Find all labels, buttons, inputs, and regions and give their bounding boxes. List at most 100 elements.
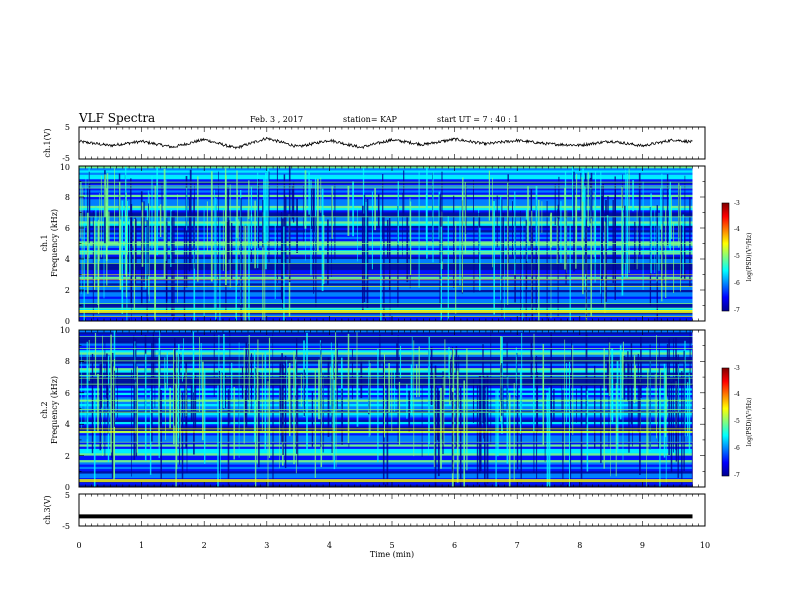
spectrogram-band	[79, 390, 693, 394]
spectrogram-band	[79, 332, 693, 335]
spectrogram-band	[79, 475, 693, 479]
spectrogram-band	[79, 338, 693, 342]
ch3-ytick-bottom: -5	[62, 522, 70, 531]
spectrogram-band	[79, 199, 693, 202]
spectrogram-band	[79, 482, 693, 486]
station-label: station= KAP	[343, 115, 398, 124]
spectrogram-band	[79, 354, 693, 358]
spectrogram-band	[79, 399, 693, 403]
spectrogram-band	[79, 234, 693, 238]
spectrogram-band	[79, 386, 693, 389]
spectrogram-band	[79, 334, 693, 338]
ch1-freq-tick-8: 8	[65, 193, 70, 202]
ch1-ylabel: ch.1(V)	[43, 128, 52, 157]
spectrogram-band	[79, 276, 693, 280]
x-tick-label: 2	[202, 541, 207, 550]
spectrogram-band	[79, 272, 693, 275]
ch1-freq-tick-0: 0	[65, 317, 70, 326]
spectrogram-band	[79, 421, 693, 425]
x-tick-label: 5	[389, 541, 394, 550]
spectrogram-band	[79, 296, 693, 300]
spectrogram-band	[79, 453, 693, 456]
spectrogram-band	[79, 259, 693, 262]
ch1-cbar-tick-m4: -4	[734, 226, 740, 233]
ch2-ylabel-channel: ch.2	[40, 401, 49, 418]
spectrogram-band	[79, 270, 693, 273]
spectrogram-band	[79, 435, 693, 438]
spectrogram-band	[79, 314, 693, 317]
x-tick-label: 7	[515, 541, 520, 550]
x-tick-label: 1	[139, 541, 144, 550]
ch2-freq-tick-4: 4	[65, 420, 70, 429]
spectrogram-band	[79, 316, 693, 320]
ch2-colorbar-gradient	[721, 367, 730, 477]
spectrogram-band	[79, 341, 693, 344]
spectrogram-band	[79, 185, 693, 189]
spectrogram-band	[79, 281, 693, 284]
spectrogram-band	[79, 433, 693, 436]
spectrogram-band	[79, 267, 693, 271]
ch2-freq-tick-6: 6	[65, 389, 70, 398]
spectrogram-band	[79, 412, 693, 416]
spectrogram-band	[79, 256, 693, 260]
ch1-cbar-tick-m7: -7	[734, 307, 740, 314]
ch1-ylabel-channel: ch.1	[40, 234, 49, 251]
spectrogram-band	[79, 172, 693, 176]
spectrogram-band	[79, 247, 693, 251]
spectrogram-band	[79, 183, 693, 187]
spectrogram-band	[79, 446, 693, 450]
ch2-cbar-tick-m6: -6	[734, 445, 740, 452]
spectrogram-band	[79, 245, 693, 249]
spectrogram-band	[79, 397, 693, 400]
spectrogram-band	[79, 214, 693, 218]
spectrogram-band	[79, 170, 693, 173]
spectrogram-band	[79, 303, 693, 306]
spectrogram-band	[79, 392, 693, 396]
spectrogram-band	[79, 442, 693, 445]
ch2-colorbar-label: log(PSD)(V²/Hz)	[746, 398, 753, 447]
spectrogram-band	[79, 361, 693, 364]
spectrogram-band	[79, 243, 693, 247]
spectrogram-band	[79, 232, 693, 235]
ch2-freq-tick-8: 8	[65, 357, 70, 366]
spectrogram-band	[79, 388, 693, 391]
spectrogram-band	[79, 439, 693, 443]
x-tick-label: 4	[327, 541, 332, 550]
spectrogram-band	[79, 336, 693, 340]
spectrogram-band	[79, 236, 693, 240]
ch2-spectrogram-panel: 0 2 4 6 8 10 ch.2 Frequency (kHz)	[40, 326, 706, 492]
ch2-colorbar: -3 -4 -5 -6 -7 log(PSD)(V²/Hz)	[721, 365, 753, 479]
ch1-freq-tick-6: 6	[65, 224, 70, 233]
spectrogram-band	[79, 457, 693, 461]
spectrogram-band	[79, 241, 693, 244]
spectrogram-band	[79, 419, 693, 423]
spectrogram-band	[79, 471, 693, 474]
ch2-spectrogram-image	[79, 330, 693, 488]
spectrogram-low-band	[79, 479, 693, 483]
spectrogram-band	[79, 212, 693, 216]
ch1-colorbar: -3 -4 -5 -6 -7 log(PSD)(V²/Hz)	[721, 200, 753, 314]
spectrogram-band	[79, 406, 693, 409]
x-tick-label: 9	[640, 541, 645, 550]
spectrogram-band	[79, 294, 693, 297]
x-tick-label: 10	[700, 541, 710, 550]
spectrogram-band	[79, 225, 693, 229]
spectrogram-band	[79, 437, 693, 441]
spectrogram-band	[79, 374, 693, 378]
spectrogram-band	[79, 254, 693, 258]
ch1-freq-tick-10: 10	[60, 163, 70, 172]
spectrogram-band	[79, 401, 693, 405]
spectrogram-band	[79, 188, 693, 191]
spectrogram-band	[79, 381, 693, 385]
ch1-cbar-tick-m3: -3	[734, 200, 740, 207]
spectrogram-band	[79, 383, 693, 387]
spectrogram-band	[79, 283, 693, 286]
spectrogram-band	[79, 368, 693, 371]
spectrogram-band	[79, 219, 693, 222]
spectrogram-band	[79, 179, 693, 182]
spectrogram-band	[79, 460, 693, 463]
ch2-cbar-tick-m7: -7	[734, 472, 740, 479]
spectrogram-band	[79, 239, 693, 242]
spectrogram-band	[79, 301, 693, 304]
spectrogram-band	[79, 205, 693, 209]
